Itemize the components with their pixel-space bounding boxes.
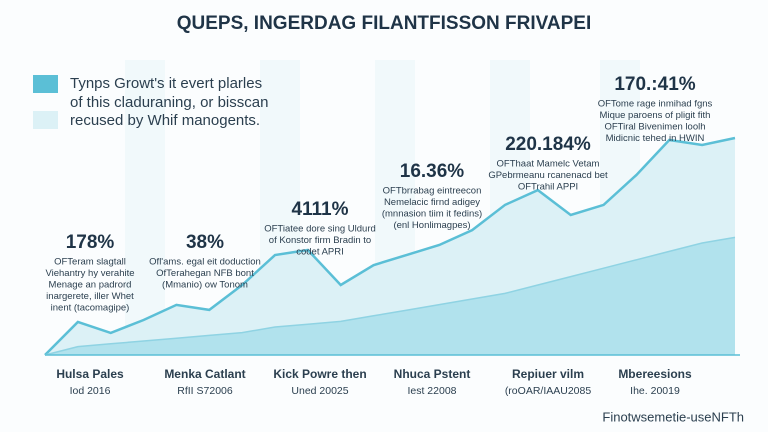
x-tick-label: Mbereesions [618, 367, 692, 381]
series-line [44, 136, 736, 356]
annotation-value: 178% [66, 232, 115, 253]
annotation-text: inent (tacomagipe) [51, 303, 130, 314]
annotation-text: (enl Honlimagpes) [393, 220, 470, 231]
annotation-value: 16.36% [400, 161, 465, 182]
annotation-text: (mnnasion tiim it fedins) [382, 209, 482, 220]
annotation-value: 38% [186, 232, 224, 253]
annotation-text: Viehantry hy verahite [45, 268, 134, 279]
annotation-text: OFThaat Mamelc Vetam [497, 159, 600, 170]
area-fill [45, 237, 735, 355]
series-line [44, 236, 736, 356]
x-tick-sublabel: RfII S72006 [177, 385, 233, 397]
annotation-text: Midicnic tehed in HWIN [606, 133, 705, 144]
background-stripe [125, 60, 165, 355]
annotation-text: Nemelacic firnd adigey [384, 197, 480, 208]
x-tick-label: Repiuer vilm [512, 367, 584, 381]
x-tick-label: Kick Powre then [273, 367, 366, 381]
legend-swatch [33, 75, 58, 93]
x-tick-label: Nhuca Pstent [394, 367, 471, 381]
legend-label: recused by Whif manogents. [70, 112, 260, 129]
annotation-text: OFTrahil APPI [518, 182, 578, 193]
x-tick-sublabel: Uned 20025 [291, 385, 348, 397]
annotation-text: OFTiatee dore sing Uldurd [264, 224, 376, 235]
annotation-text: Menage an padrord [49, 280, 132, 291]
plot-area: Tynps Growt's it evert plarles of this cl… [33, 60, 740, 397]
annotation-text: (Mmanio) ow Tonom [162, 280, 248, 291]
chart-title: QUEPS, INGERDAG FILANTFISSON FRIVAPEI [177, 13, 592, 34]
annotation-value: 220.184% [505, 134, 591, 155]
annotation-text: GPebrmeanu rcanenacd bet [488, 170, 608, 181]
annotation-text: Ofl'ams. egal eit doduction [149, 257, 261, 268]
annotation-text: OfTerahegan NFB bont [156, 268, 254, 279]
annotation-text: Mique paroens of pligit fith [600, 110, 711, 121]
x-tick-sublabel: Iod 2016 [70, 385, 111, 397]
annotation-value: 4111% [291, 199, 348, 220]
x-tick-label: Menka Catlant [164, 367, 245, 381]
annotation-text: OFTiral Bivenimen loolh [604, 122, 705, 133]
annotation-value: 170.:41% [614, 74, 695, 95]
x-tick-label: Hulsa Pales [56, 367, 124, 381]
legend-label: of this cladurаning, or bisscan [70, 94, 268, 111]
legend-label: Tynps Growt's it evert plarles [70, 75, 262, 92]
annotation-text: OFTome rage inmihad fgns [598, 99, 713, 110]
x-tick-sublabel: Ihe. 20019 [630, 385, 680, 397]
footer: Finotwsemetie-useNFTh [602, 409, 744, 424]
x-tick-sublabel: Iest 22008 [407, 385, 456, 397]
annotation-text: OFTeram slagtall [54, 257, 126, 268]
annotation-text: inargerete, iller Whet [46, 291, 134, 302]
annotation-text: codet APRI [296, 247, 344, 258]
annotation-text: OFTbrrabag eintreecon [383, 186, 482, 197]
x-tick-sublabel: (roOAR/IAAU2085 [505, 385, 592, 397]
annotation-text: of Konstor firm Bradin to [269, 235, 371, 246]
legend-swatch [33, 111, 58, 129]
